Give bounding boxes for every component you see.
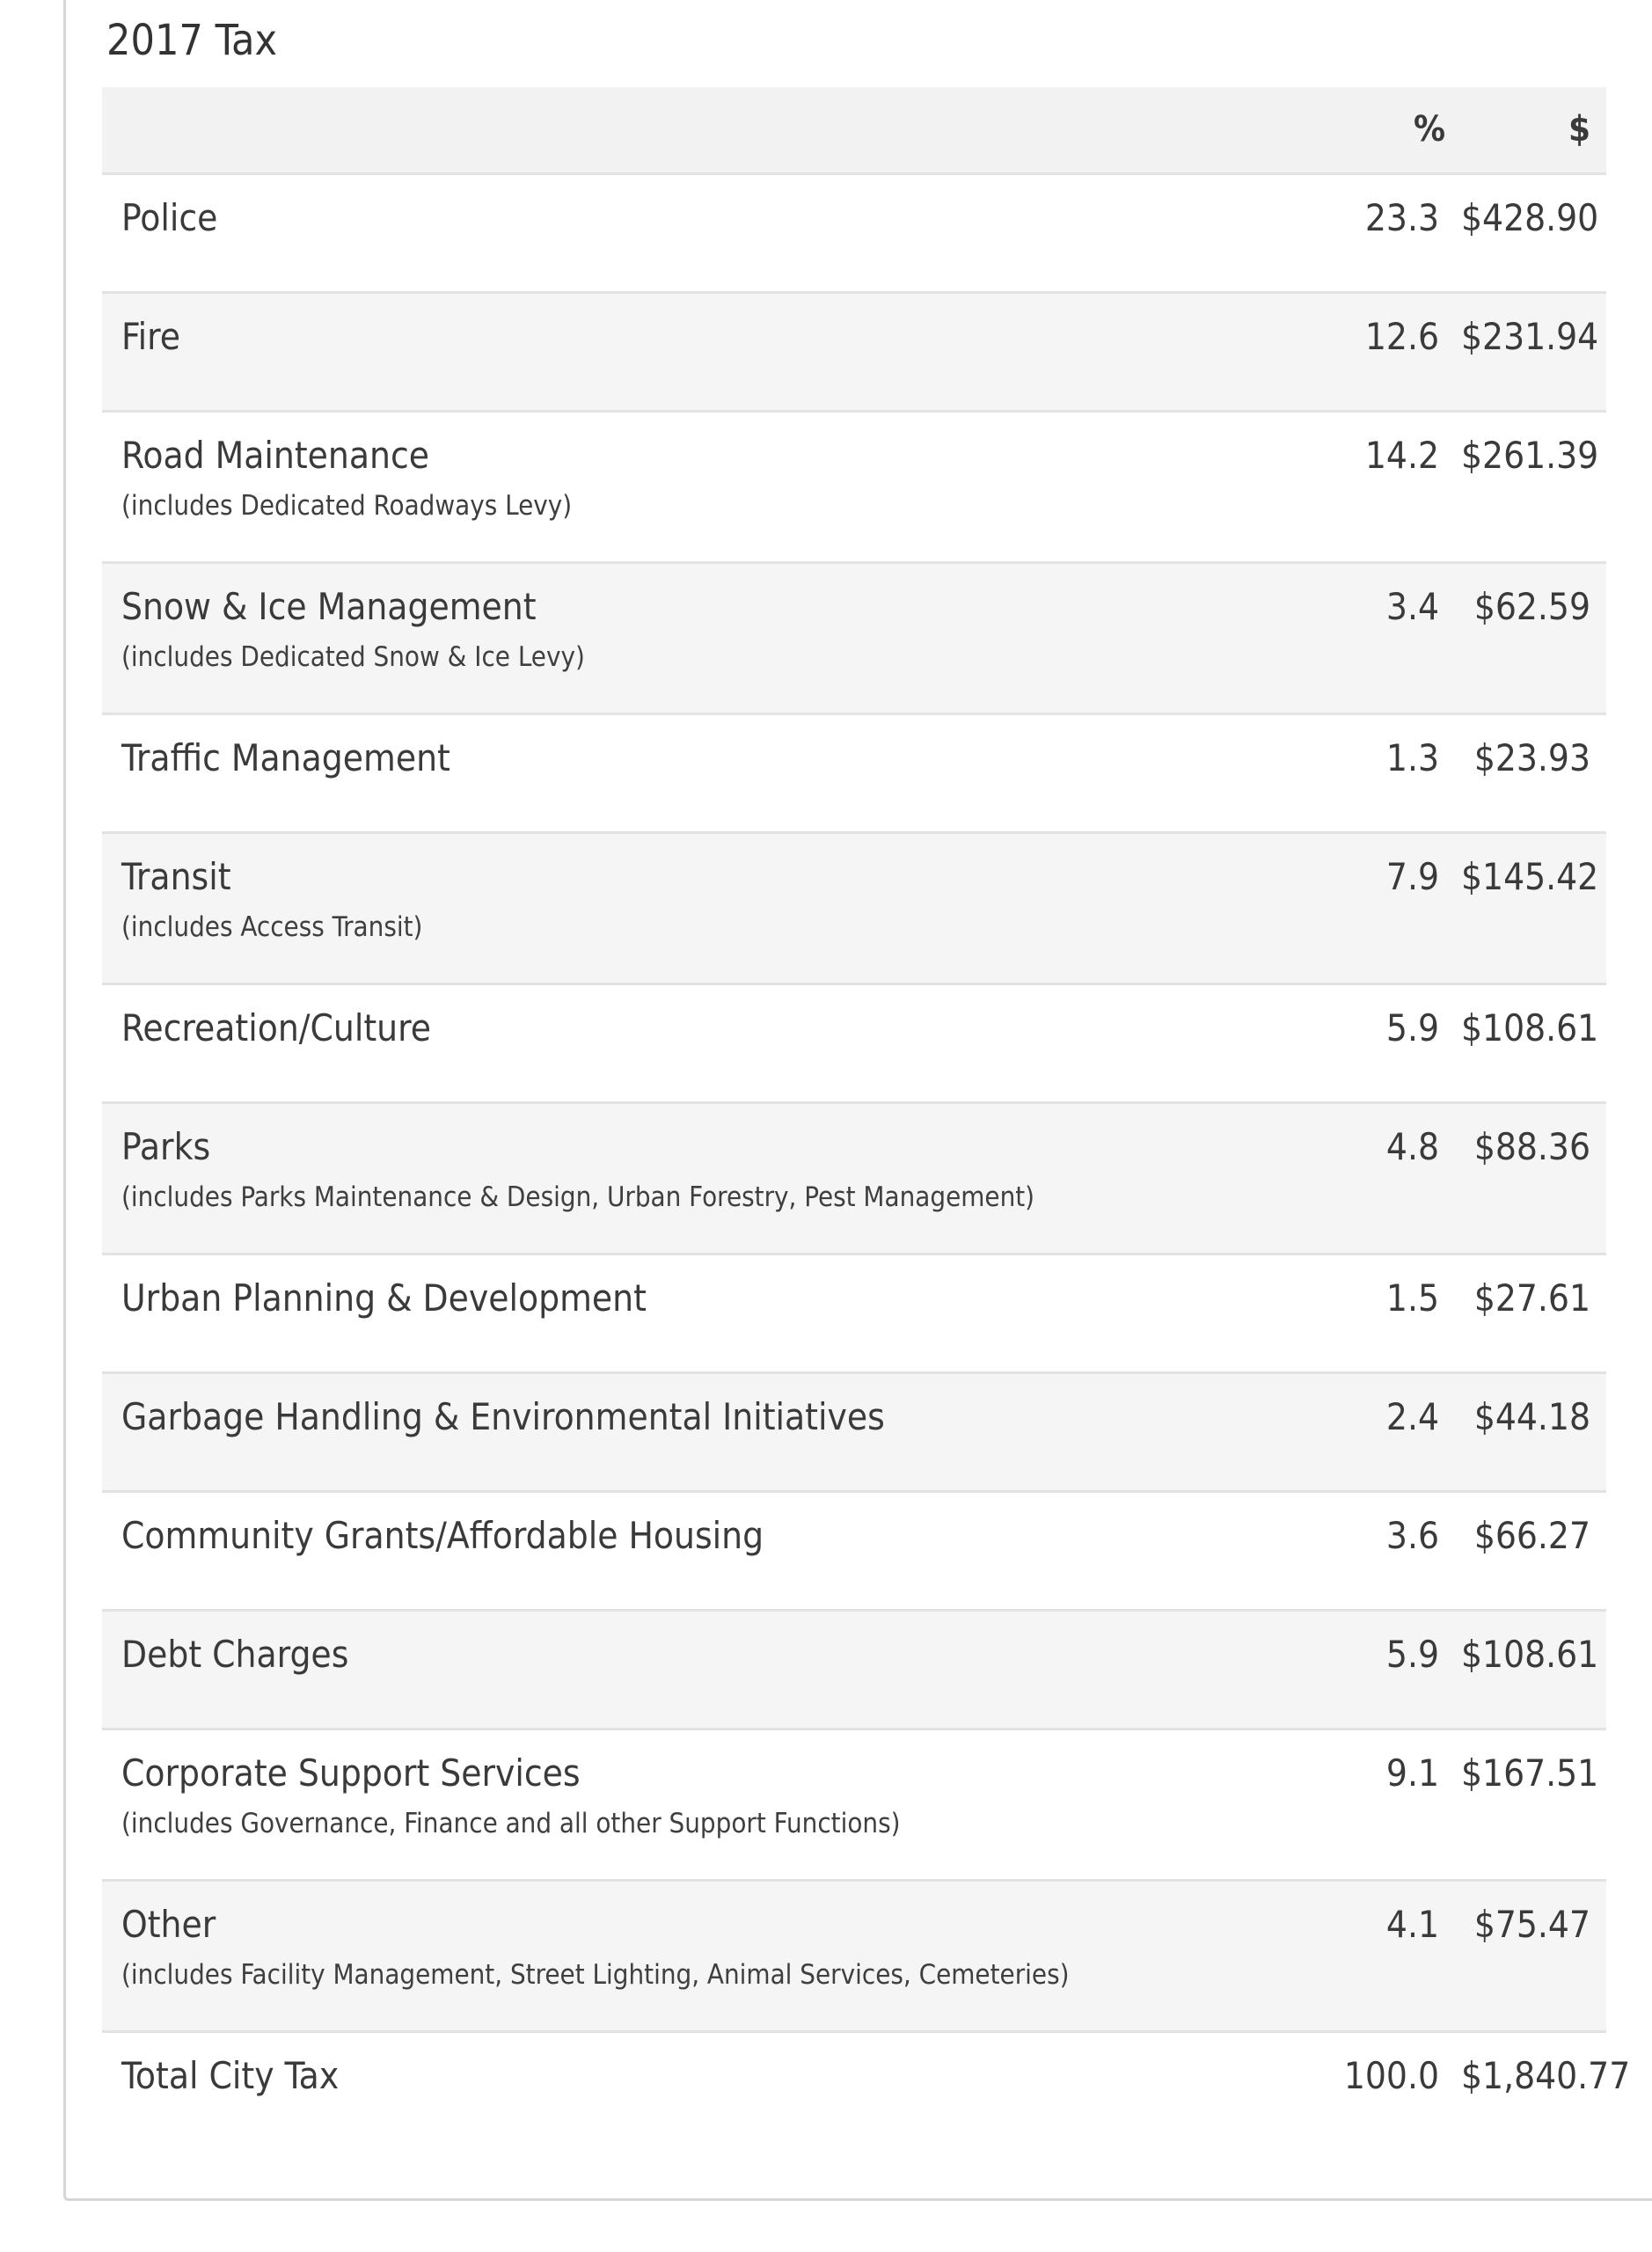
category-cell: Parks (includes Parks Maintenance & Desig… xyxy=(102,1102,1254,1254)
category-label: Urban Planning & Development xyxy=(121,1276,647,1320)
percent-cell: 9.1 xyxy=(1385,1751,1439,1795)
amount-cell: $27.61 xyxy=(1473,1276,1590,1320)
amount-cell: $108.61 xyxy=(1461,1005,1599,1049)
percent-cell: 3.6 xyxy=(1385,1513,1439,1557)
category-cell: Snow & Ice Management (includes Dedicated… xyxy=(102,562,1254,713)
table-row: Snow & Ice Management (includes Dedicated… xyxy=(102,562,1606,713)
category-cell: Traffic Management xyxy=(102,713,1254,832)
tax-breakdown-table: % $ Police 23.3 $428.90 Fire 12.6 $231.94 Road… xyxy=(102,87,1631,2154)
total-row: Total City Tax 100.0 $1,840.77 xyxy=(102,2031,1631,2154)
category-label: Other xyxy=(121,1902,216,1946)
category-label: Parks xyxy=(121,1124,211,1168)
percent-cell: 3.4 xyxy=(1385,584,1439,628)
amount-cell: $108.61 xyxy=(1461,1632,1599,1676)
amount-cell: $145.42 xyxy=(1461,854,1599,898)
percent-cell: 4.1 xyxy=(1385,1902,1439,1946)
percent-cell: 14.2 xyxy=(1364,433,1439,477)
amount-cell: $23.93 xyxy=(1473,735,1590,779)
category-cell: Urban Planning & Development xyxy=(102,1254,1254,1372)
table-row: Recreation/Culture 5.9 $108.61 xyxy=(102,983,1606,1102)
category-note: (includes Parks Maintenance & Design, Ur… xyxy=(121,1181,1035,1213)
table-row: Garbage Handling & Environmental Initiat… xyxy=(102,1372,1606,1491)
category-label: Road Maintenance xyxy=(121,433,429,477)
category-cell: Garbage Handling & Environmental Initiat… xyxy=(102,1372,1254,1491)
category-note: (includes Facility Management, Street Li… xyxy=(121,1958,1070,1991)
category-cell: Other (includes Facility Management, Stre… xyxy=(102,1880,1254,2031)
category-cell: Corporate Support Services (includes Gove… xyxy=(102,1729,1254,1880)
category-label: Snow & Ice Management xyxy=(121,584,537,628)
percent-cell: 4.8 xyxy=(1385,1124,1439,1168)
category-label: Recreation/Culture xyxy=(121,1005,431,1049)
total-amount: $1,840.77 xyxy=(1461,2053,1631,2097)
category-label: Police xyxy=(121,195,218,239)
category-label: Community Grants/Affordable Housing xyxy=(121,1513,764,1557)
category-cell: Police xyxy=(102,173,1254,292)
category-cell: Debt Charges xyxy=(102,1610,1254,1729)
table-row: Parks (includes Parks Maintenance & Desig… xyxy=(102,1102,1606,1254)
table-row: Fire 12.6 $231.94 xyxy=(102,292,1606,411)
table-body: Police 23.3 $428.90 Fire 12.6 $231.94 Road Mai… xyxy=(102,173,1631,2154)
category-label: Fire xyxy=(121,314,181,358)
category-note: (includes Access Transit) xyxy=(121,910,423,943)
percent-cell: 5.9 xyxy=(1385,1005,1439,1049)
header-percent: % xyxy=(1413,109,1445,150)
table-row: Transit (includes Access Transit) 7.9 $145.… xyxy=(102,832,1606,983)
header-category xyxy=(102,87,1254,173)
percent-cell: 1.5 xyxy=(1385,1276,1439,1320)
percent-cell: 1.3 xyxy=(1385,735,1439,779)
table-header-row: % $ xyxy=(102,87,1606,173)
table-row: Corporate Support Services (includes Gove… xyxy=(102,1729,1606,1880)
amount-cell: $66.27 xyxy=(1473,1513,1590,1557)
amount-cell: $75.47 xyxy=(1473,1902,1590,1946)
percent-cell: 5.9 xyxy=(1385,1632,1439,1676)
category-label: Transit xyxy=(121,854,231,898)
amount-cell: $167.51 xyxy=(1461,1751,1599,1795)
table-row: Road Maintenance (includes Dedicated Road… xyxy=(102,411,1606,562)
table-row: Police 23.3 $428.90 xyxy=(102,173,1606,292)
tax-card xyxy=(63,0,1652,2201)
category-label: Garbage Handling & Environmental Initiat… xyxy=(121,1394,885,1438)
amount-cell: $428.90 xyxy=(1461,195,1599,239)
percent-cell: 23.3 xyxy=(1364,195,1439,239)
category-note: (includes Dedicated Snow & Ice Levy) xyxy=(121,640,585,673)
category-cell: Road Maintenance (includes Dedicated Road… xyxy=(102,411,1254,562)
category-note: (includes Dedicated Roadways Levy) xyxy=(121,489,573,522)
amount-cell: $88.36 xyxy=(1473,1124,1590,1168)
table-row: Traffic Management 1.3 $23.93 xyxy=(102,713,1606,832)
category-label: Traffic Management xyxy=(121,735,450,779)
page-title: 2017 Tax xyxy=(106,16,278,65)
amount-cell: $62.59 xyxy=(1473,584,1590,628)
header-amount: $ xyxy=(1568,109,1590,150)
category-cell: Fire xyxy=(102,292,1254,411)
amount-cell: $44.18 xyxy=(1473,1394,1590,1438)
table-row: Urban Planning & Development 1.5 $27.61 xyxy=(102,1254,1606,1372)
category-cell: Recreation/Culture xyxy=(102,983,1254,1102)
total-label: Total City Tax xyxy=(121,2053,340,2097)
amount-cell: $231.94 xyxy=(1461,314,1599,358)
table-row: Other (includes Facility Management, Stre… xyxy=(102,1880,1606,2031)
table-row: Debt Charges 5.9 $108.61 xyxy=(102,1610,1606,1729)
category-note: (includes Governance, Finance and all ot… xyxy=(121,1807,901,1839)
category-label: Debt Charges xyxy=(121,1632,349,1676)
category-cell: Community Grants/Affordable Housing xyxy=(102,1491,1254,1610)
table-row: Community Grants/Affordable Housing 3.6 $6… xyxy=(102,1491,1606,1610)
amount-cell: $261.39 xyxy=(1461,433,1599,477)
category-label: Corporate Support Services xyxy=(121,1751,581,1795)
total-percent: 100.0 xyxy=(1343,2053,1439,2097)
category-cell: Transit (includes Access Transit) xyxy=(102,832,1254,983)
percent-cell: 7.9 xyxy=(1385,854,1439,898)
percent-cell: 2.4 xyxy=(1385,1394,1439,1438)
percent-cell: 12.6 xyxy=(1364,314,1439,358)
